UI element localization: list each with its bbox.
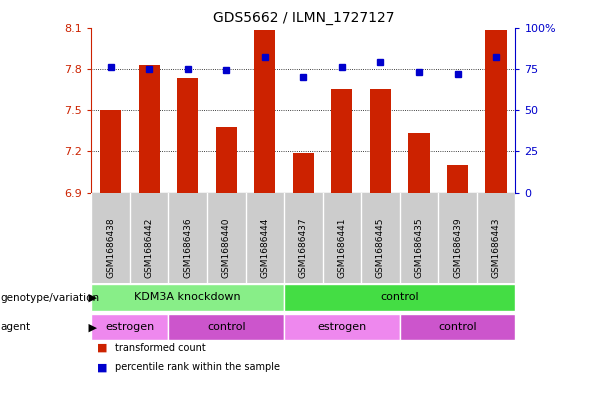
Bar [177,78,198,193]
Text: estrogen: estrogen [317,321,366,332]
Bar [284,285,515,311]
Bar [91,314,168,340]
Bar [168,314,284,340]
Text: transformed count: transformed count [115,343,206,353]
Bar [293,152,314,193]
Title: GDS5662 / ILMN_1727127: GDS5662 / ILMN_1727127 [213,11,394,25]
Text: GSM1686437: GSM1686437 [299,218,308,278]
Text: ■: ■ [97,362,108,373]
Text: GSM1686438: GSM1686438 [106,218,115,278]
Bar [216,127,237,193]
Text: ▶: ▶ [85,322,97,332]
Text: ■: ■ [97,343,108,353]
Text: ▶: ▶ [85,293,97,303]
Text: GSM1686440: GSM1686440 [221,218,231,278]
Text: GSM1686442: GSM1686442 [145,218,154,278]
Bar [331,89,352,193]
Text: control: control [380,292,419,302]
Text: GSM1686443: GSM1686443 [492,218,501,278]
Bar [284,314,400,340]
Text: agent: agent [0,322,30,332]
Bar [254,30,276,193]
Bar [408,133,429,193]
Text: GSM1686445: GSM1686445 [376,218,385,278]
Text: estrogen: estrogen [105,321,154,332]
Text: percentile rank within the sample: percentile rank within the sample [115,362,280,373]
Text: GSM1686436: GSM1686436 [183,218,192,278]
Bar [447,165,468,193]
Text: genotype/variation: genotype/variation [0,293,99,303]
Bar [400,314,515,340]
Bar [91,285,284,311]
Text: GSM1686444: GSM1686444 [260,218,269,278]
Text: GSM1686435: GSM1686435 [415,218,423,278]
Bar [370,89,391,193]
Bar [138,64,160,193]
Text: control: control [438,321,477,332]
Text: KDM3A knockdown: KDM3A knockdown [134,292,241,302]
Bar [100,110,121,193]
Text: GSM1686441: GSM1686441 [337,218,346,278]
Text: control: control [207,321,246,332]
Bar [485,30,507,193]
Text: GSM1686439: GSM1686439 [453,218,462,278]
